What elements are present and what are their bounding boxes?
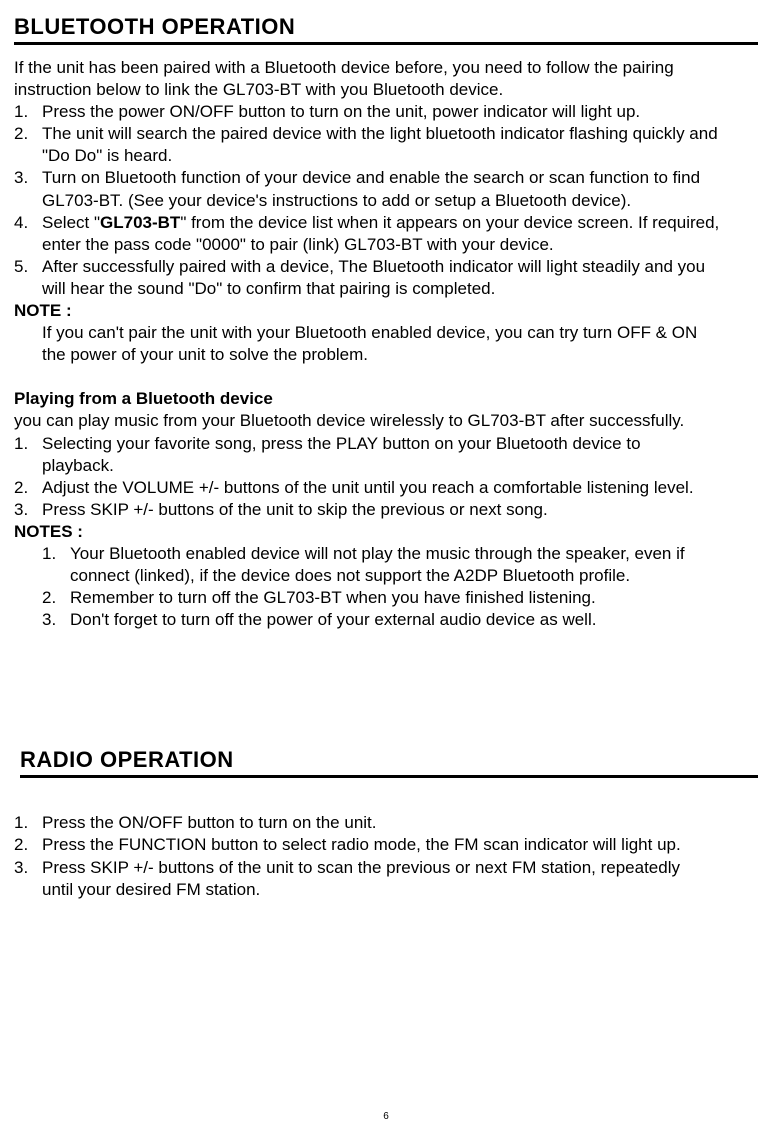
bt-step-5-l1: After successfully paired with a device,… — [42, 257, 705, 276]
bt-step-2-l1: The unit will search the paired device w… — [42, 124, 718, 143]
page-number: 6 — [0, 1111, 772, 1122]
bt-note-l2: the power of your unit to solve the prob… — [14, 344, 758, 366]
bt-step-4-pre: Select " — [42, 213, 100, 232]
note-item-2: Remember to turn off the GL703-BT when y… — [42, 587, 758, 609]
note-item-3: Don't forget to turn off the power of yo… — [42, 609, 758, 631]
bt-step-4-l2: enter the pass code "0000" to pair (link… — [42, 235, 554, 254]
radio-step-2: Press the FUNCTION button to select radi… — [14, 834, 758, 856]
bt-note-label: NOTE : — [14, 300, 758, 322]
bt-step-5-l2: will hear the sound "Do" to confirm that… — [42, 279, 495, 298]
playing-steps: Selecting your favorite song, press the … — [14, 433, 758, 521]
bt-note-l1: If you can't pair the unit with your Blu… — [14, 322, 758, 344]
note-item-1-l2: connect (linked), if the device does not… — [70, 566, 630, 585]
bt-step-3-l2: GL703-BT. (See your device's instruction… — [42, 191, 631, 210]
note-item-1: Your Bluetooth enabled device will not p… — [42, 543, 758, 587]
bluetooth-pairing-steps: Press the power ON/OFF button to turn on… — [14, 101, 758, 300]
play-step-2: Adjust the VOLUME +/- buttons of the uni… — [14, 477, 758, 499]
bt-step-2: The unit will search the paired device w… — [14, 123, 758, 167]
playing-intro: you can play music from your Bluetooth d… — [14, 410, 758, 432]
notes-label: NOTES : — [14, 521, 758, 543]
bt-step-3: Turn on Bluetooth function of your devic… — [14, 167, 758, 211]
bt-step-4-post: " from the device list when it appears o… — [180, 213, 719, 232]
bluetooth-section-title: BLUETOOTH OPERATION — [14, 14, 758, 45]
radio-step-3-l2: until your desired FM station. — [42, 880, 260, 899]
bt-step-5: After successfully paired with a device,… — [14, 256, 758, 300]
notes-list: Your Bluetooth enabled device will not p… — [14, 543, 758, 631]
radio-steps: Press the ON/OFF button to turn on the u… — [14, 812, 758, 900]
radio-step-1: Press the ON/OFF button to turn on the u… — [14, 812, 758, 834]
play-step-1-l1: Selecting your favorite song, press the … — [42, 434, 641, 453]
bluetooth-intro-line2: instruction below to link the GL703-BT w… — [14, 79, 758, 101]
bluetooth-intro-line1: If the unit has been paired with a Bluet… — [14, 57, 758, 79]
play-step-3: Press SKIP +/- buttons of the unit to sk… — [14, 499, 758, 521]
radio-step-3: Press SKIP +/- buttons of the unit to sc… — [14, 857, 758, 901]
radio-step-3-l1: Press SKIP +/- buttons of the unit to sc… — [42, 858, 680, 877]
bt-step-1: Press the power ON/OFF button to turn on… — [14, 101, 758, 123]
play-step-1: Selecting your favorite song, press the … — [14, 433, 758, 477]
playing-heading: Playing from a Bluetooth device — [14, 388, 758, 410]
note-item-1-l1: Your Bluetooth enabled device will not p… — [70, 544, 685, 563]
bt-step-4-bold: GL703-BT — [100, 213, 180, 232]
play-step-1-l2: playback. — [42, 456, 114, 475]
radio-section-title: RADIO OPERATION — [20, 747, 758, 778]
bt-step-2-l2: "Do Do" is heard. — [42, 146, 172, 165]
bt-step-3-l1: Turn on Bluetooth function of your devic… — [42, 168, 700, 187]
bt-step-4: Select "GL703-BT" from the device list w… — [14, 212, 758, 256]
